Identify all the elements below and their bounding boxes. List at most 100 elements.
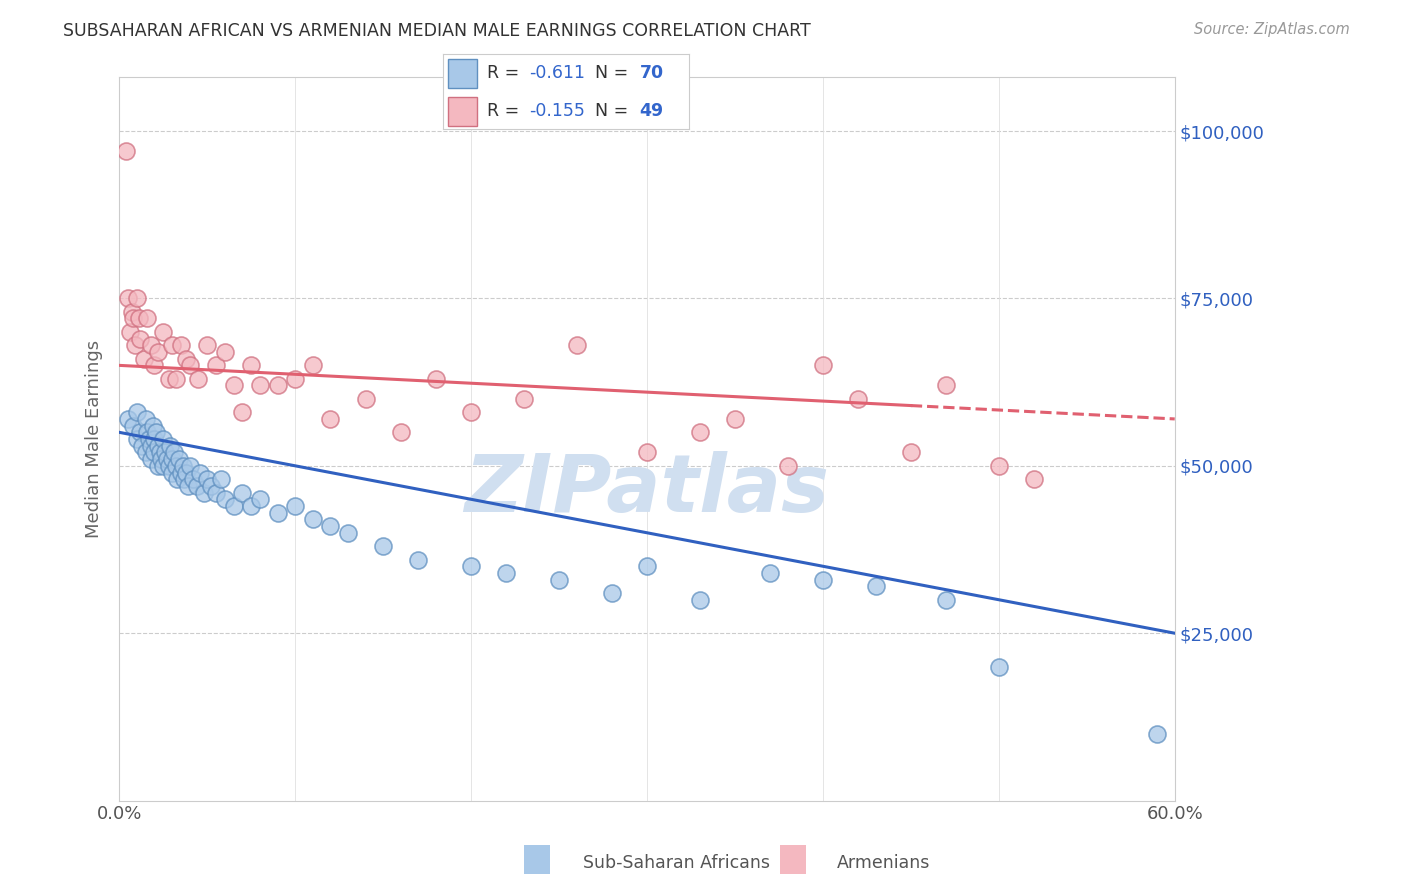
Point bbox=[865, 579, 887, 593]
Point bbox=[159, 439, 181, 453]
Point bbox=[129, 425, 152, 440]
Point bbox=[301, 359, 323, 373]
Point bbox=[188, 466, 211, 480]
Text: ZIPatlas: ZIPatlas bbox=[464, 450, 830, 529]
Point bbox=[935, 592, 957, 607]
Point bbox=[240, 499, 263, 513]
Point bbox=[118, 325, 141, 339]
Point bbox=[209, 472, 232, 486]
Point bbox=[513, 392, 536, 406]
Point bbox=[389, 425, 412, 440]
FancyBboxPatch shape bbox=[447, 59, 478, 87]
Point bbox=[165, 458, 187, 473]
Text: Armenians: Armenians bbox=[837, 855, 929, 872]
Point bbox=[222, 378, 245, 392]
Point bbox=[139, 338, 162, 352]
Point bbox=[222, 499, 245, 513]
Text: R =: R = bbox=[486, 64, 524, 82]
Point bbox=[142, 418, 165, 433]
Point bbox=[152, 432, 174, 446]
Point bbox=[136, 311, 159, 326]
Point bbox=[128, 311, 150, 326]
Point bbox=[636, 445, 658, 459]
Point bbox=[266, 378, 288, 392]
Point bbox=[125, 292, 148, 306]
Point bbox=[172, 458, 194, 473]
Text: -0.611: -0.611 bbox=[529, 64, 585, 82]
Text: Source: ZipAtlas.com: Source: ZipAtlas.com bbox=[1194, 22, 1350, 37]
Point bbox=[125, 405, 148, 419]
Point bbox=[846, 392, 869, 406]
Point bbox=[163, 445, 186, 459]
Point bbox=[122, 311, 145, 326]
Point bbox=[135, 412, 157, 426]
Point bbox=[124, 338, 146, 352]
Point bbox=[149, 445, 172, 459]
Point bbox=[266, 506, 288, 520]
Point bbox=[165, 372, 187, 386]
Point bbox=[319, 412, 342, 426]
Point bbox=[284, 499, 307, 513]
Point bbox=[408, 552, 430, 566]
Point bbox=[811, 359, 834, 373]
Point bbox=[170, 466, 193, 480]
Point bbox=[157, 458, 180, 473]
Point bbox=[146, 345, 169, 359]
Point bbox=[460, 559, 482, 574]
Point bbox=[689, 425, 711, 440]
Point bbox=[152, 325, 174, 339]
Point bbox=[354, 392, 377, 406]
Point bbox=[167, 452, 190, 467]
Point bbox=[636, 559, 658, 574]
Point bbox=[150, 452, 173, 467]
Point bbox=[121, 305, 143, 319]
Point bbox=[200, 479, 222, 493]
Text: Sub-Saharan Africans: Sub-Saharan Africans bbox=[583, 855, 770, 872]
Point bbox=[1146, 726, 1168, 740]
Point bbox=[157, 372, 180, 386]
Point bbox=[249, 492, 271, 507]
Point bbox=[336, 525, 359, 540]
Point bbox=[138, 432, 160, 446]
Point bbox=[173, 472, 195, 486]
Point bbox=[135, 445, 157, 459]
Point bbox=[129, 332, 152, 346]
Point bbox=[301, 512, 323, 526]
Point bbox=[195, 338, 218, 352]
Point bbox=[231, 485, 253, 500]
Point bbox=[136, 425, 159, 440]
Y-axis label: Median Male Earnings: Median Male Earnings bbox=[86, 340, 103, 538]
Point bbox=[231, 405, 253, 419]
Point bbox=[776, 458, 799, 473]
Point bbox=[987, 458, 1010, 473]
Point bbox=[131, 439, 153, 453]
Point bbox=[146, 439, 169, 453]
Point bbox=[179, 458, 201, 473]
Text: N =: N = bbox=[596, 103, 634, 120]
Point bbox=[186, 479, 208, 493]
Point bbox=[117, 412, 139, 426]
Point bbox=[143, 445, 166, 459]
Point bbox=[319, 519, 342, 533]
Point bbox=[187, 372, 209, 386]
Text: 70: 70 bbox=[640, 64, 664, 82]
Point bbox=[152, 458, 174, 473]
Point bbox=[177, 479, 200, 493]
Point bbox=[689, 592, 711, 607]
Point bbox=[160, 466, 183, 480]
Point bbox=[122, 418, 145, 433]
Point bbox=[600, 586, 623, 600]
Point bbox=[156, 452, 179, 467]
Point bbox=[132, 351, 155, 366]
Point bbox=[195, 472, 218, 486]
Point bbox=[143, 359, 166, 373]
Point bbox=[145, 425, 167, 440]
Point bbox=[214, 492, 236, 507]
Point bbox=[160, 338, 183, 352]
Point bbox=[170, 338, 193, 352]
FancyBboxPatch shape bbox=[447, 96, 478, 126]
Point bbox=[193, 485, 215, 500]
Point bbox=[160, 452, 183, 467]
Point bbox=[565, 338, 588, 352]
Point bbox=[139, 452, 162, 467]
